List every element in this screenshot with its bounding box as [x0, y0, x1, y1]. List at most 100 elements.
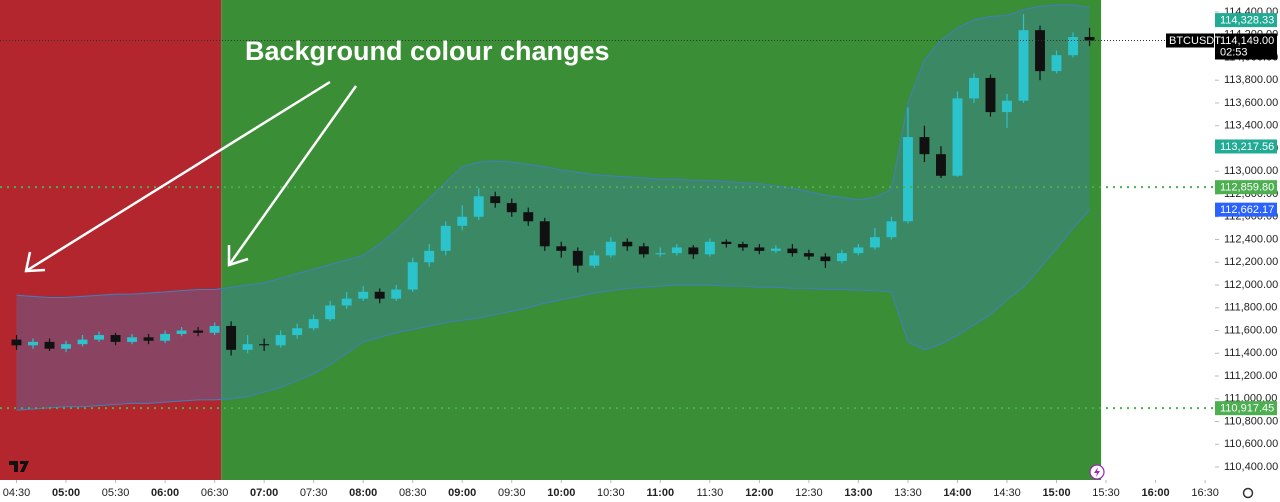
candle-body — [193, 330, 204, 333]
candle-body — [902, 137, 913, 222]
x-tick-label: 15:30 — [1092, 487, 1120, 499]
price-tag — [1215, 13, 1277, 28]
candle-body — [605, 241, 616, 256]
candle-body — [292, 328, 303, 336]
candle-body — [572, 250, 583, 266]
x-tick-label: 13:30 — [894, 487, 922, 499]
candle-body — [160, 333, 171, 341]
candle-body — [737, 244, 748, 248]
background-region — [0, 0, 222, 480]
band-upper — [16, 4, 1090, 299]
candle-body — [803, 253, 814, 257]
candle-body — [853, 247, 864, 254]
candle-body — [886, 221, 897, 238]
candle-body — [638, 246, 649, 255]
candle-body — [28, 341, 38, 346]
x-tick-label: 12:30 — [795, 487, 823, 499]
settings-icon[interactable] — [1242, 487, 1254, 499]
candle-body — [539, 221, 550, 247]
x-tick-label: 12:00 — [745, 487, 773, 499]
symbol-label: BTCUSDT — [1169, 35, 1221, 47]
x-tick-label: 14:00 — [943, 487, 971, 499]
candle-body — [77, 339, 88, 345]
y-tick-label: 111,800.00 — [1224, 302, 1277, 314]
time-axis — [0, 480, 1280, 502]
candle-body — [308, 319, 319, 329]
candle-body — [655, 253, 666, 255]
candle-body — [341, 298, 352, 306]
x-tick-label: 11:30 — [696, 487, 723, 499]
candle-body — [209, 325, 220, 333]
candle-body — [358, 291, 369, 299]
annotation: Background colour changes — [245, 36, 610, 66]
x-tick-label: 08:30 — [399, 487, 427, 499]
candle-body — [589, 255, 600, 266]
axes: 110,400.00110,600.00110,800.00111,000.00… — [3, 6, 1279, 499]
y-tick-label: 113,800.00 — [1224, 74, 1278, 86]
candle-body — [919, 137, 930, 155]
price-tag-label: 112,662.17 — [1220, 204, 1274, 216]
candle-body — [556, 246, 567, 251]
candle-body — [704, 241, 715, 255]
candle-body — [143, 337, 154, 341]
candle-body — [969, 77, 979, 99]
x-tick-label: 04:30 — [3, 487, 31, 499]
x-tick-label: 07:00 — [250, 487, 278, 499]
candle-body — [11, 339, 22, 346]
arrow — [25, 80, 331, 273]
x-tick-label: 16:00 — [1142, 487, 1170, 499]
band-fill — [16, 5, 1090, 411]
price-axis — [1215, 0, 1280, 502]
candle-body — [1035, 30, 1045, 72]
y-tick-label: 113,400.00 — [1224, 120, 1278, 132]
candle-body — [523, 212, 534, 222]
candle-body — [473, 196, 484, 217]
candle-body — [754, 247, 765, 251]
candle-body — [1084, 36, 1095, 41]
candle-body — [622, 241, 633, 247]
countdown: 02:53 — [1220, 46, 1248, 58]
candle-body — [127, 337, 138, 342]
x-tick-label: 10:30 — [597, 487, 625, 499]
x-tick-label: 14:30 — [993, 487, 1021, 499]
price-tag — [1215, 401, 1277, 416]
arrow-head — [227, 245, 249, 267]
price-tag-label: 114,328.33 — [1220, 15, 1274, 27]
x-tick-label: 08:00 — [349, 487, 377, 499]
background-region — [221, 0, 1102, 480]
price-tag — [1215, 139, 1277, 154]
plot-area — [0, 0, 1215, 480]
y-tick-label: 113,000.00 — [1224, 165, 1278, 177]
x-tick-label: 06:00 — [151, 487, 179, 499]
logo-mark — [9, 461, 29, 472]
overlay: Background colour changes — [24, 36, 610, 273]
candle-body — [721, 241, 732, 245]
x-tick-label: 09:30 — [498, 487, 526, 499]
last-price-tag — [1215, 33, 1277, 60]
candle-body — [407, 262, 418, 290]
price-tag-label: 110,917.45 — [1220, 403, 1274, 415]
x-tick-label: 10:00 — [547, 487, 575, 499]
candle-body — [869, 237, 880, 248]
price-tag-label: 112,859.80 — [1220, 182, 1274, 194]
candle-body — [325, 305, 336, 320]
y-tick-label: 110,600.00 — [1224, 438, 1278, 450]
candle-body — [671, 247, 682, 254]
logo — [9, 461, 29, 472]
x-tick-label: 13:00 — [844, 487, 872, 499]
y-tick-label: 111,400.00 — [1224, 347, 1277, 359]
candle-body — [275, 335, 286, 346]
candle-body — [176, 330, 187, 334]
candle-body — [1002, 100, 1012, 113]
candle-body — [1018, 30, 1029, 101]
y-tick-label: 111,200.00 — [1224, 370, 1277, 382]
candle-body — [424, 250, 435, 263]
candle-body — [952, 98, 963, 176]
y-tick-label: 110,800.00 — [1224, 415, 1278, 427]
y-tick-label: 111,600.00 — [1224, 324, 1277, 336]
candle-body — [110, 335, 121, 342]
candle-body — [44, 341, 55, 349]
y-tick-label: 112,400.00 — [1224, 233, 1278, 245]
candle-body — [1068, 36, 1078, 56]
